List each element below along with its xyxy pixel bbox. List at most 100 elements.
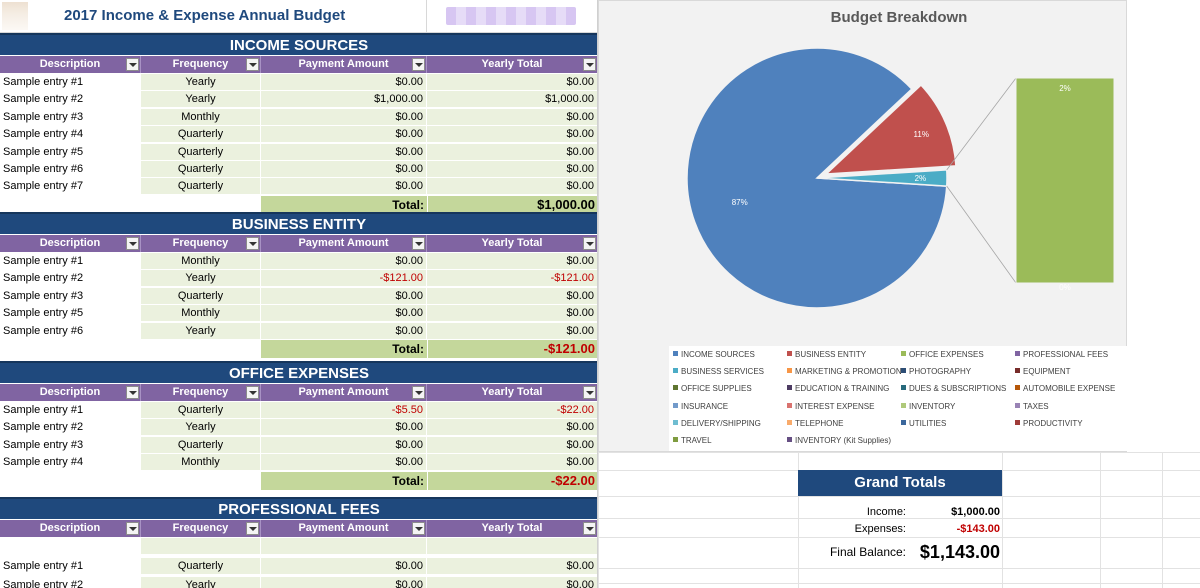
frequency-cell[interactable]: Monthly <box>141 305 261 323</box>
yearly-total-cell[interactable]: $0.00 <box>427 74 597 91</box>
legend-item[interactable]: OFFICE EXPENSES <box>901 348 984 362</box>
legend-item[interactable]: UTILITIES <box>901 417 946 431</box>
description-cell[interactable]: Sample entry #7 <box>0 178 141 196</box>
description-cell[interactable]: Sample entry #3 <box>0 287 141 305</box>
yearly-total-cell[interactable]: $0.00 <box>427 305 597 323</box>
payment-amount-cell[interactable]: $0.00 <box>261 419 427 437</box>
frequency-cell[interactable]: Yearly <box>141 577 261 588</box>
legend-item[interactable]: EDUCATION & TRAINING <box>787 382 889 396</box>
payment-amount-cell[interactable]: -$121.00 <box>261 270 427 288</box>
payment-amount-cell[interactable]: $0.00 <box>261 253 427 270</box>
filter-dropdown-icon[interactable] <box>126 237 139 250</box>
payment-amount-cell[interactable]: $0.00 <box>261 305 427 323</box>
legend-item[interactable]: PHOTOGRAPHY <box>901 365 971 379</box>
final-balance-value[interactable]: $1,143.00 <box>919 542 1000 562</box>
grand-totals-title[interactable]: Grand Totals <box>798 470 1002 496</box>
legend-item[interactable]: INVENTORY (Kit Supplies) <box>787 434 891 448</box>
filter-dropdown-icon[interactable] <box>412 58 425 71</box>
income-value[interactable]: $1,000.00 <box>951 506 1000 518</box>
description-cell[interactable]: Sample entry #3 <box>0 436 141 454</box>
expenses-value[interactable]: -$143.00 <box>956 523 1000 535</box>
yearly-total-cell[interactable]: $0.00 <box>427 322 597 340</box>
filter-dropdown-icon[interactable] <box>126 386 139 399</box>
payment-amount-cell[interactable]: $0.00 <box>261 143 427 161</box>
payment-amount-cell[interactable]: -$5.50 <box>261 402 427 419</box>
section-total-value[interactable]: -$22.00 <box>427 471 597 490</box>
filter-dropdown-icon[interactable] <box>412 522 425 535</box>
section-title[interactable]: BUSINESS ENTITY <box>0 212 597 234</box>
legend-item[interactable]: OFFICE SUPPLIES <box>673 382 752 396</box>
legend-item[interactable]: AUTOMOBILE EXPENSE <box>1015 382 1115 396</box>
frequency-cell[interactable] <box>141 538 261 555</box>
frequency-cell[interactable]: Yearly <box>141 322 261 340</box>
legend-item[interactable]: EQUIPMENT <box>1015 365 1071 379</box>
yearly-total-cell[interactable] <box>427 538 597 555</box>
legend-item[interactable]: BUSINESS SERVICES <box>673 365 764 379</box>
payment-amount-cell[interactable]: $0.00 <box>261 74 427 91</box>
legend-item[interactable]: PROFESSIONAL FEES <box>1015 348 1108 362</box>
description-cell[interactable]: Sample entry #5 <box>0 143 141 161</box>
legend-item[interactable]: INVENTORY <box>901 400 955 414</box>
frequency-cell[interactable]: Quarterly <box>141 126 261 144</box>
yearly-total-cell[interactable]: $0.00 <box>427 178 597 196</box>
frequency-cell[interactable]: Monthly <box>141 253 261 270</box>
payment-amount-cell[interactable]: $0.00 <box>261 436 427 454</box>
payment-amount-cell[interactable]: $0.00 <box>261 178 427 196</box>
frequency-cell[interactable]: Yearly <box>141 74 261 91</box>
yearly-total-cell[interactable]: $0.00 <box>427 436 597 454</box>
payment-amount-cell[interactable]: $0.00 <box>261 126 427 144</box>
section-total-value[interactable]: -$121.00 <box>427 340 597 358</box>
section-title[interactable]: OFFICE EXPENSES <box>0 361 597 383</box>
legend-item[interactable]: TELEPHONE <box>787 417 843 431</box>
filter-dropdown-icon[interactable] <box>583 58 596 71</box>
description-cell[interactable]: Sample entry #1 <box>0 74 141 91</box>
payment-amount-cell[interactable]: $0.00 <box>261 108 427 126</box>
description-cell[interactable]: Sample entry #2 <box>0 270 141 288</box>
filter-dropdown-icon[interactable] <box>246 522 259 535</box>
sheet-title[interactable]: 2017 Income & Expense Annual Budget <box>64 7 346 24</box>
frequency-cell[interactable]: Monthly <box>141 108 261 126</box>
payment-amount-cell[interactable]: $0.00 <box>261 454 427 472</box>
yearly-total-cell[interactable]: $0.00 <box>427 419 597 437</box>
description-cell[interactable]: Sample entry #2 <box>0 577 141 588</box>
frequency-cell[interactable]: Quarterly <box>141 161 261 178</box>
yearly-total-cell[interactable]: $1,000.00 <box>427 91 597 109</box>
description-cell[interactable]: Sample entry #4 <box>0 126 141 144</box>
legend-item[interactable]: INCOME SOURCES <box>673 348 755 362</box>
legend-item[interactable]: TAXES <box>1015 400 1049 414</box>
filter-dropdown-icon[interactable] <box>246 58 259 71</box>
frequency-cell[interactable]: Quarterly <box>141 557 261 575</box>
filter-dropdown-icon[interactable] <box>583 386 596 399</box>
frequency-cell[interactable]: Yearly <box>141 91 261 109</box>
legend-item[interactable]: INTEREST EXPENSE <box>787 400 874 414</box>
frequency-cell[interactable]: Quarterly <box>141 287 261 305</box>
redacted-name-cell[interactable] <box>446 7 576 25</box>
yearly-total-cell[interactable]: $0.00 <box>427 108 597 126</box>
yearly-total-cell[interactable]: $0.00 <box>427 126 597 144</box>
description-cell[interactable]: Sample entry #2 <box>0 419 141 437</box>
section-title[interactable]: INCOME SOURCES <box>0 33 597 55</box>
yearly-total-cell[interactable]: $0.00 <box>427 143 597 161</box>
description-cell[interactable] <box>0 538 141 555</box>
filter-dropdown-icon[interactable] <box>246 237 259 250</box>
payment-amount-cell[interactable]: $0.00 <box>261 577 427 588</box>
budget-breakdown-chart[interactable]: Budget Breakdown 87% 11% 2% 2% 0% INCOME SOU… <box>598 0 1129 452</box>
description-cell[interactable]: Sample entry #5 <box>0 305 141 323</box>
filter-dropdown-icon[interactable] <box>246 386 259 399</box>
payment-amount-cell[interactable]: $0.00 <box>261 287 427 305</box>
legend-item[interactable]: PRODUCTIVITY <box>1015 417 1083 431</box>
frequency-cell[interactable]: Monthly <box>141 454 261 472</box>
yearly-total-cell[interactable]: $0.00 <box>427 577 597 588</box>
yearly-total-cell[interactable]: $0.00 <box>427 253 597 270</box>
frequency-cell[interactable]: Yearly <box>141 419 261 437</box>
description-cell[interactable]: Sample entry #6 <box>0 322 141 340</box>
pie-slice[interactable] <box>816 169 948 187</box>
legend-item[interactable]: BUSINESS ENTITY <box>787 348 866 362</box>
frequency-cell[interactable]: Quarterly <box>141 436 261 454</box>
description-cell[interactable]: Sample entry #1 <box>0 253 141 270</box>
filter-dropdown-icon[interactable] <box>583 237 596 250</box>
legend-item[interactable]: MARKETING & PROMOTION <box>787 365 902 379</box>
payment-amount-cell[interactable]: $0.00 <box>261 557 427 575</box>
pie-slice[interactable] <box>824 83 957 175</box>
filter-dropdown-icon[interactable] <box>126 58 139 71</box>
